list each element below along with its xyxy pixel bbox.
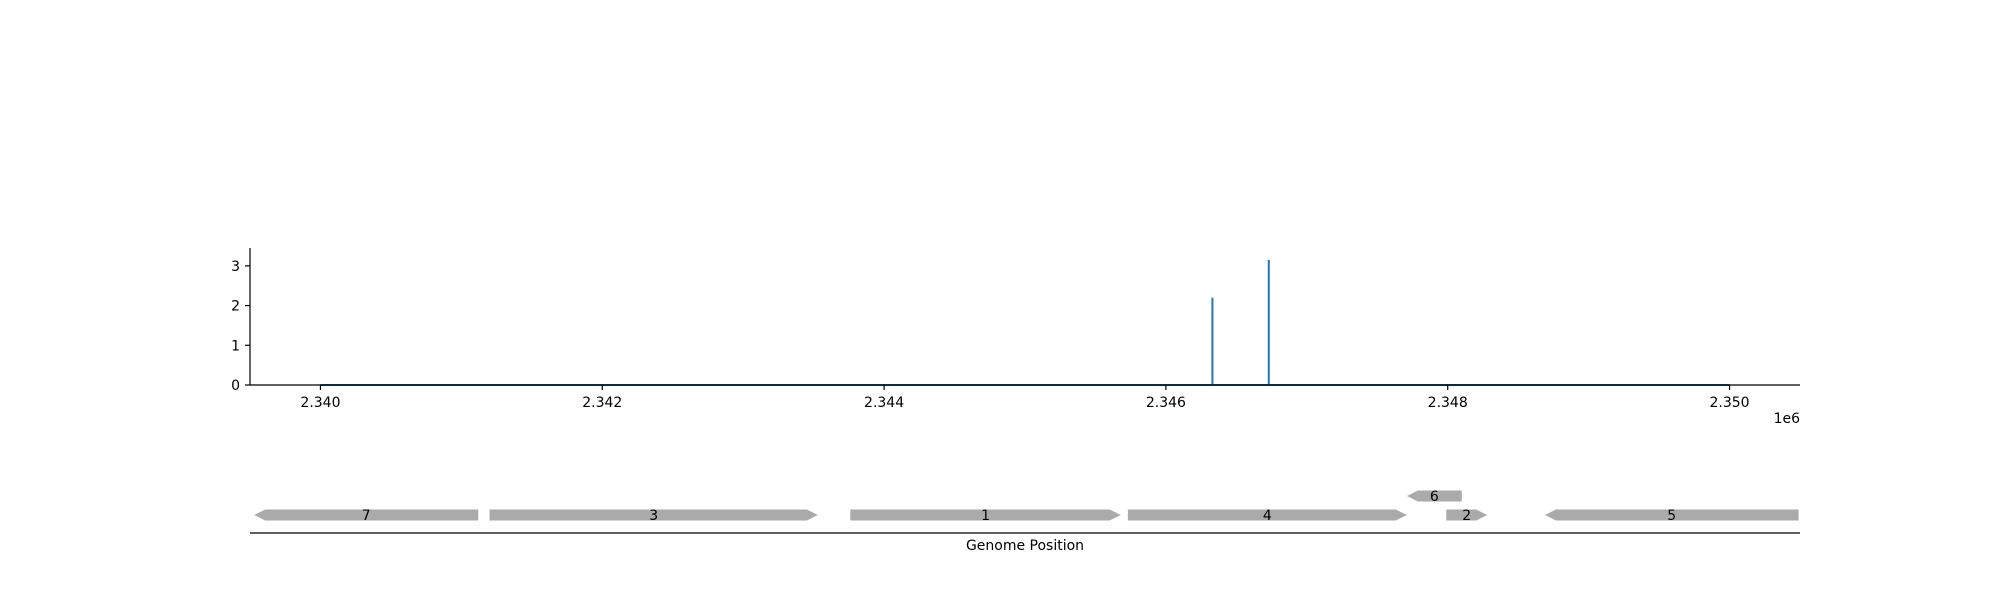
x-tick-label: 2.348 [1428, 395, 1468, 411]
y-tick-label: 3 [231, 259, 240, 275]
x-tick-label: 2.346 [1146, 395, 1186, 411]
gene-arrow-2 [1446, 509, 1488, 521]
gene-arrow-6 [1406, 490, 1462, 502]
x-tick-label: 2.350 [1709, 395, 1749, 411]
x-tick-label: 2.344 [864, 395, 904, 411]
gene-label-1: 1 [981, 508, 990, 524]
y-tick-label: 1 [231, 338, 240, 354]
signal-peaks [320, 259, 1730, 386]
gene-label-5: 5 [1667, 508, 1676, 524]
y-tick-label: 2 [231, 299, 240, 315]
x-tick-label: 2.340 [300, 395, 340, 411]
signal-plot: 2.340 2.342 2.344 2.346 2.348 2.350 0 1 2 3 1e6 [231, 248, 1800, 427]
genes: 7 3 1 4 6 2 5 [254, 489, 1799, 524]
gene-arrow-3 [489, 509, 818, 521]
gene-label-2: 2 [1462, 508, 1471, 524]
gene-arrow-7 [254, 509, 479, 521]
x-tick-label: 2.342 [582, 395, 622, 411]
gene-label-7: 7 [362, 508, 371, 524]
track-xlabel: Genome Position [966, 538, 1084, 554]
gene-label-3: 3 [649, 508, 658, 524]
y-ticks: 0 1 2 3 [231, 259, 250, 394]
gene-arrow-4 [1127, 509, 1407, 521]
gene-label-6: 6 [1430, 489, 1439, 505]
gene-track: 7 3 1 4 6 2 5 Genome Position [250, 489, 1800, 554]
gene-arrow-1 [850, 509, 1121, 521]
gene-label-4: 4 [1263, 508, 1272, 524]
x-offset-label: 1e6 [1774, 411, 1801, 427]
x-ticks: 2.340 2.342 2.344 2.346 2.348 2.350 [300, 385, 1750, 411]
gene-arrow-5 [1544, 509, 1799, 521]
y-tick-label: 0 [231, 378, 240, 394]
